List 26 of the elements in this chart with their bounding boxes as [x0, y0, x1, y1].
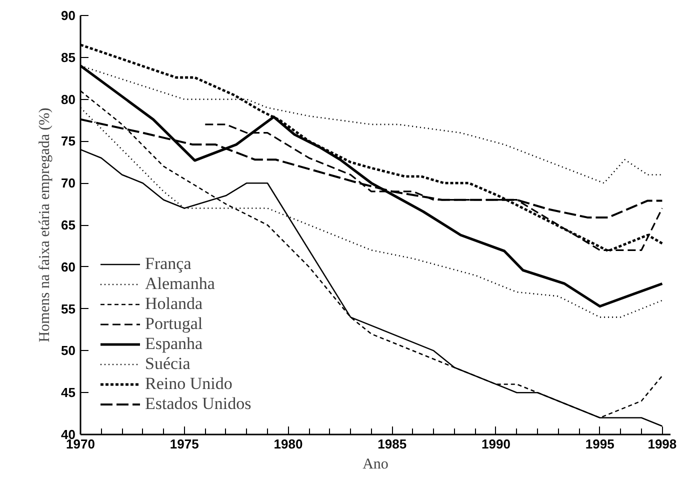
y-tick-label: 65	[61, 218, 76, 232]
legend-label: Portugal	[145, 314, 203, 334]
x-tick-label: 1985	[378, 436, 407, 452]
legend-label: Suécia	[145, 354, 190, 374]
legend-label: Reino Unido	[145, 374, 232, 394]
y-tick-label: 80	[61, 92, 76, 107]
legend-label: Alemanha	[145, 274, 215, 294]
y-tick-label: 55	[61, 301, 76, 316]
x-tick-label: 1998	[648, 436, 677, 452]
y-tick-label: 90	[61, 8, 76, 23]
y-tick-label: 75	[61, 134, 76, 149]
x-tick-label: 1995	[585, 436, 614, 452]
x-axis-title: Ano	[362, 456, 388, 472]
y-tick-label: 60	[61, 259, 76, 274]
x-tick-label: 1990	[482, 436, 510, 452]
y-axis-title: Homens na faixa etária empregada (%)	[37, 108, 54, 342]
y-tick-label: 70	[61, 176, 76, 191]
x-tick-label: 1975	[170, 436, 199, 452]
legend-label: França	[145, 254, 192, 274]
legend-label: Holanda	[145, 294, 203, 314]
x-tick-label: 1980	[274, 436, 303, 452]
y-tick-label: 50	[61, 343, 76, 358]
legend-label: Estados Unidos	[145, 394, 252, 414]
y-tick-label: 85	[61, 50, 76, 65]
legend-label: Espanha	[145, 334, 203, 354]
y-tick-label: 45	[61, 385, 76, 400]
